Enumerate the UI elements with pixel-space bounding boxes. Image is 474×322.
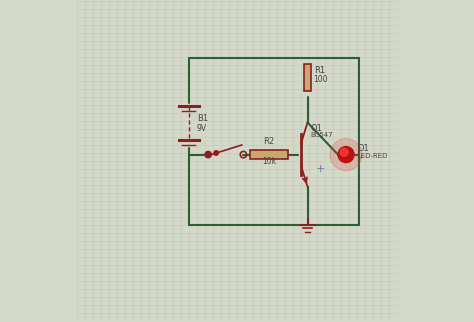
Circle shape [340, 148, 348, 156]
Text: +: + [316, 164, 325, 174]
Text: 10k: 10k [262, 157, 276, 166]
Bar [304, 64, 311, 91]
Text: 9V: 9V [197, 124, 207, 133]
Text: 100: 100 [314, 75, 328, 84]
Text: B1: B1 [197, 114, 208, 123]
Text: R2: R2 [264, 137, 274, 146]
Circle shape [214, 151, 219, 155]
Text: BC547: BC547 [311, 132, 333, 138]
Circle shape [205, 151, 211, 158]
Text: Q1: Q1 [311, 124, 323, 133]
Text: D1: D1 [357, 144, 369, 153]
Circle shape [338, 147, 354, 163]
Circle shape [330, 138, 362, 171]
Text: LED-RED: LED-RED [357, 154, 388, 159]
Text: R1: R1 [314, 66, 325, 75]
Bar [250, 150, 288, 159]
